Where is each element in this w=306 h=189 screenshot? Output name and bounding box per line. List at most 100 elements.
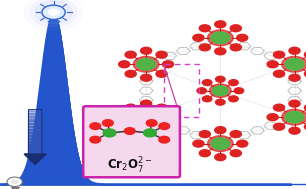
- Circle shape: [42, 5, 65, 19]
- Circle shape: [199, 25, 211, 32]
- Circle shape: [216, 99, 225, 105]
- Circle shape: [304, 70, 306, 77]
- Circle shape: [203, 96, 212, 102]
- Circle shape: [304, 51, 306, 58]
- Circle shape: [133, 109, 159, 125]
- Circle shape: [193, 140, 204, 147]
- Polygon shape: [28, 110, 42, 111]
- Circle shape: [289, 47, 300, 54]
- Circle shape: [267, 61, 278, 68]
- Circle shape: [125, 70, 136, 77]
- Circle shape: [274, 104, 285, 111]
- Circle shape: [230, 131, 241, 138]
- Text: Cr$_2$O$_7^{2-}$: Cr$_2$O$_7^{2-}$: [107, 156, 152, 176]
- Circle shape: [125, 123, 136, 130]
- Circle shape: [199, 150, 211, 157]
- Circle shape: [30, 0, 77, 27]
- Circle shape: [140, 74, 152, 81]
- Circle shape: [133, 56, 159, 72]
- Circle shape: [267, 114, 278, 121]
- Polygon shape: [28, 150, 42, 151]
- Circle shape: [215, 127, 226, 134]
- Circle shape: [140, 100, 152, 107]
- Circle shape: [237, 140, 248, 147]
- Polygon shape: [28, 115, 42, 117]
- Polygon shape: [28, 144, 42, 145]
- Circle shape: [197, 88, 207, 94]
- Polygon shape: [28, 111, 42, 113]
- Polygon shape: [28, 124, 42, 126]
- Circle shape: [48, 9, 59, 16]
- Circle shape: [156, 70, 167, 77]
- Circle shape: [285, 112, 304, 123]
- Circle shape: [229, 96, 238, 102]
- Circle shape: [230, 25, 241, 32]
- Polygon shape: [28, 141, 42, 142]
- Circle shape: [289, 127, 300, 134]
- Circle shape: [137, 112, 155, 123]
- Circle shape: [125, 104, 136, 111]
- Circle shape: [7, 177, 22, 187]
- Polygon shape: [28, 148, 42, 150]
- Polygon shape: [28, 132, 42, 133]
- Circle shape: [156, 51, 167, 58]
- Circle shape: [159, 123, 170, 129]
- Circle shape: [207, 30, 233, 46]
- Circle shape: [35, 1, 72, 24]
- Circle shape: [144, 129, 156, 137]
- Circle shape: [119, 61, 130, 68]
- Polygon shape: [24, 154, 46, 164]
- Polygon shape: [28, 129, 42, 130]
- Circle shape: [156, 104, 167, 111]
- Circle shape: [229, 80, 238, 85]
- Circle shape: [207, 136, 233, 152]
- Circle shape: [274, 51, 285, 58]
- Polygon shape: [28, 119, 42, 120]
- Polygon shape: [28, 135, 42, 136]
- Circle shape: [212, 86, 228, 96]
- Polygon shape: [28, 127, 42, 129]
- Circle shape: [304, 123, 306, 130]
- Circle shape: [193, 34, 204, 41]
- FancyBboxPatch shape: [83, 106, 180, 177]
- Polygon shape: [28, 153, 42, 154]
- Circle shape: [274, 123, 285, 130]
- Circle shape: [137, 59, 155, 70]
- Circle shape: [282, 109, 306, 125]
- Polygon shape: [28, 120, 42, 122]
- Polygon shape: [28, 117, 42, 119]
- Polygon shape: [28, 151, 42, 153]
- Circle shape: [211, 32, 230, 43]
- Polygon shape: [28, 122, 42, 123]
- Circle shape: [216, 76, 225, 82]
- Polygon shape: [28, 147, 42, 148]
- Circle shape: [140, 127, 152, 134]
- Circle shape: [304, 104, 306, 111]
- Circle shape: [156, 123, 167, 130]
- Circle shape: [215, 21, 226, 28]
- Circle shape: [124, 128, 135, 134]
- Bar: [164, 64, 199, 117]
- Polygon shape: [28, 126, 42, 127]
- Circle shape: [119, 114, 130, 121]
- Polygon shape: [28, 133, 42, 135]
- Circle shape: [215, 154, 226, 161]
- Circle shape: [203, 80, 212, 85]
- Circle shape: [230, 44, 241, 51]
- Circle shape: [289, 74, 300, 81]
- Circle shape: [162, 61, 174, 68]
- Circle shape: [230, 150, 241, 157]
- Circle shape: [215, 48, 226, 55]
- Circle shape: [199, 44, 211, 51]
- Polygon shape: [28, 145, 42, 147]
- Circle shape: [140, 47, 152, 54]
- Circle shape: [159, 136, 170, 143]
- Circle shape: [11, 180, 18, 184]
- Circle shape: [211, 138, 230, 149]
- Circle shape: [237, 34, 248, 41]
- Circle shape: [125, 51, 136, 58]
- Polygon shape: [28, 123, 42, 124]
- Polygon shape: [28, 142, 42, 144]
- Polygon shape: [28, 138, 42, 139]
- Polygon shape: [28, 130, 42, 132]
